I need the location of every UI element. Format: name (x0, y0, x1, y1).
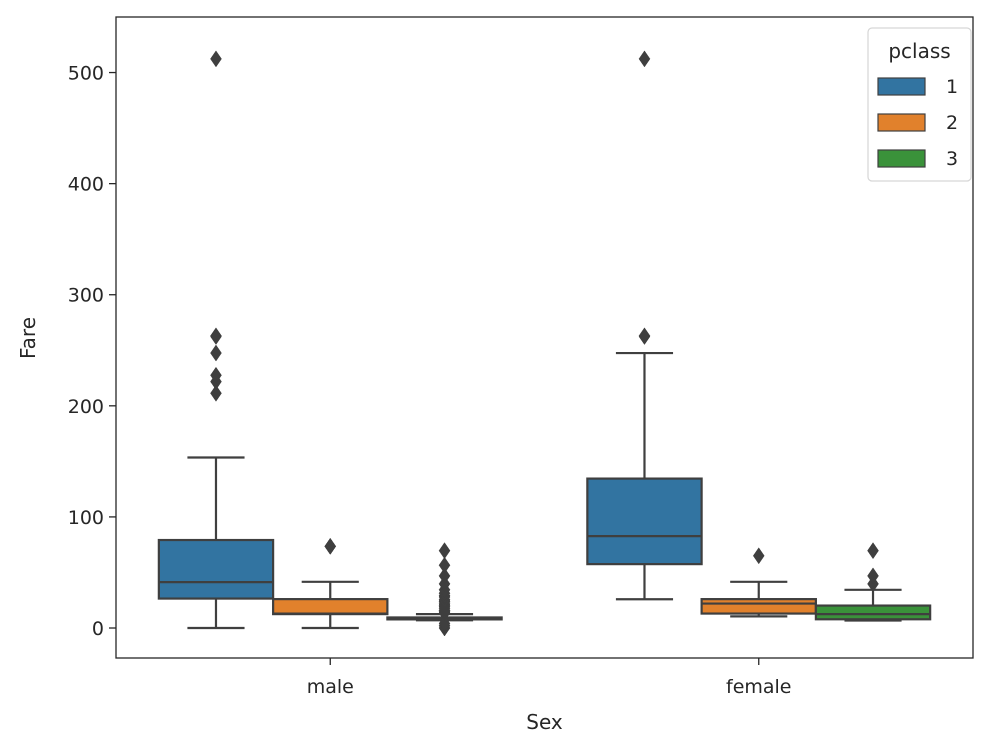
legend-label-pclass-2: 2 (946, 112, 958, 134)
y-tick-label: 400 (68, 174, 104, 196)
x-axis-label: Sex (526, 710, 563, 734)
outlier-point (638, 327, 651, 345)
outlier-point (210, 327, 222, 345)
box-body (700, 598, 817, 615)
y-axis-label: Fare (16, 317, 40, 359)
y-tick-label: 200 (68, 396, 104, 418)
outlier-point (210, 344, 222, 362)
legend-label-pclass-3: 3 (946, 148, 958, 170)
legend-swatch-pclass-3 (877, 149, 926, 168)
boxes-layer (157, 50, 932, 637)
box-body (157, 538, 275, 600)
outlier-point (210, 366, 222, 384)
box-body (272, 598, 389, 616)
box-female-pclass-3 (814, 542, 932, 622)
legend: pclass 1 2 3 (867, 27, 972, 182)
box-female-pclass-2 (700, 547, 817, 618)
y-tick-label: 300 (68, 285, 104, 307)
box-male-pclass-2 (272, 537, 389, 630)
outlier-point (638, 50, 651, 68)
x-tick-label: male (307, 676, 354, 698)
outlier-point (438, 615, 451, 633)
outlier-point (867, 567, 879, 585)
legend-label-pclass-1: 1 (946, 76, 958, 98)
y-tick-label: 500 (68, 63, 104, 85)
outlier-point (438, 542, 451, 560)
x-axis: male female (307, 658, 792, 698)
legend-swatch-pclass-1 (877, 77, 926, 96)
box-male-pclass-1 (157, 50, 275, 630)
box-male-pclass-3 (386, 542, 503, 637)
y-tick-label: 0 (92, 618, 104, 640)
outlier-point (210, 50, 222, 68)
legend-swatch-pclass-2 (877, 113, 926, 132)
legend-title: pclass (888, 39, 950, 63)
outlier-point (438, 556, 451, 574)
outlier-point (210, 384, 222, 402)
outlier-point (752, 547, 765, 565)
outlier-point (438, 567, 451, 585)
outlier-point (324, 537, 337, 555)
x-tick-label: female (726, 676, 792, 698)
legend-box (867, 27, 972, 182)
box-body (814, 604, 932, 621)
y-tick-label: 100 (68, 507, 104, 529)
outlier-point (867, 542, 879, 560)
plot-frame (115, 16, 974, 659)
box-body (586, 477, 703, 566)
y-axis: 0 100 200 300 400 500 (68, 63, 116, 640)
box-female-pclass-1 (586, 50, 703, 601)
